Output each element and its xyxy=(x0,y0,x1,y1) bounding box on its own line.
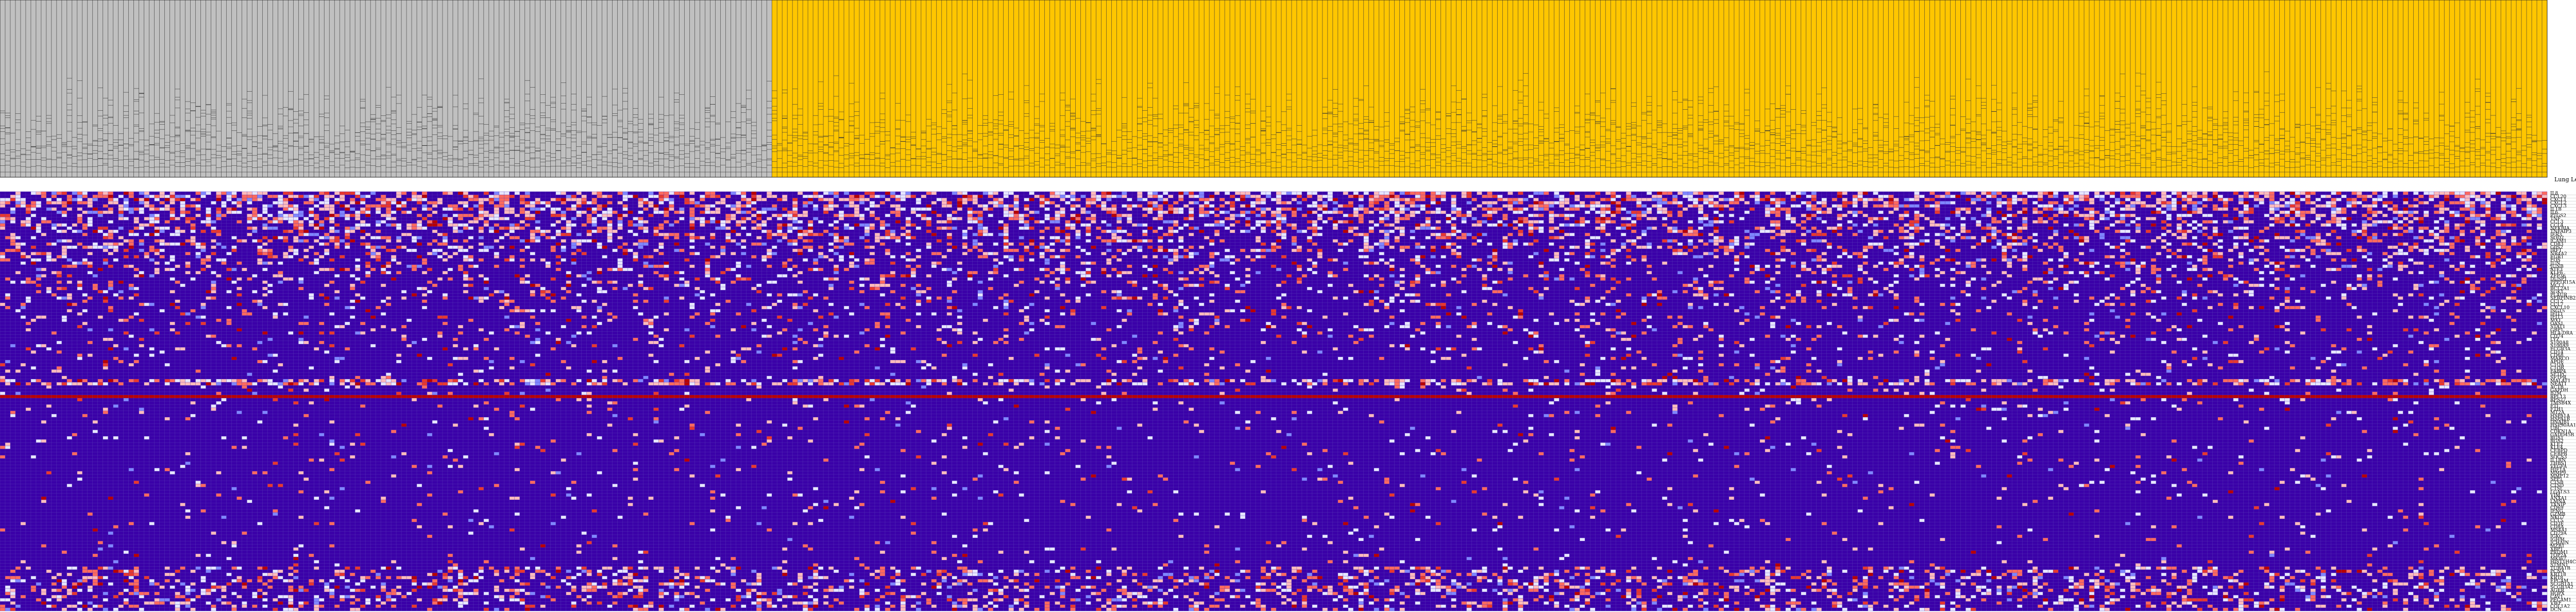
annotation-bar xyxy=(0,0,2547,177)
annotation-group-2 xyxy=(772,0,2547,177)
